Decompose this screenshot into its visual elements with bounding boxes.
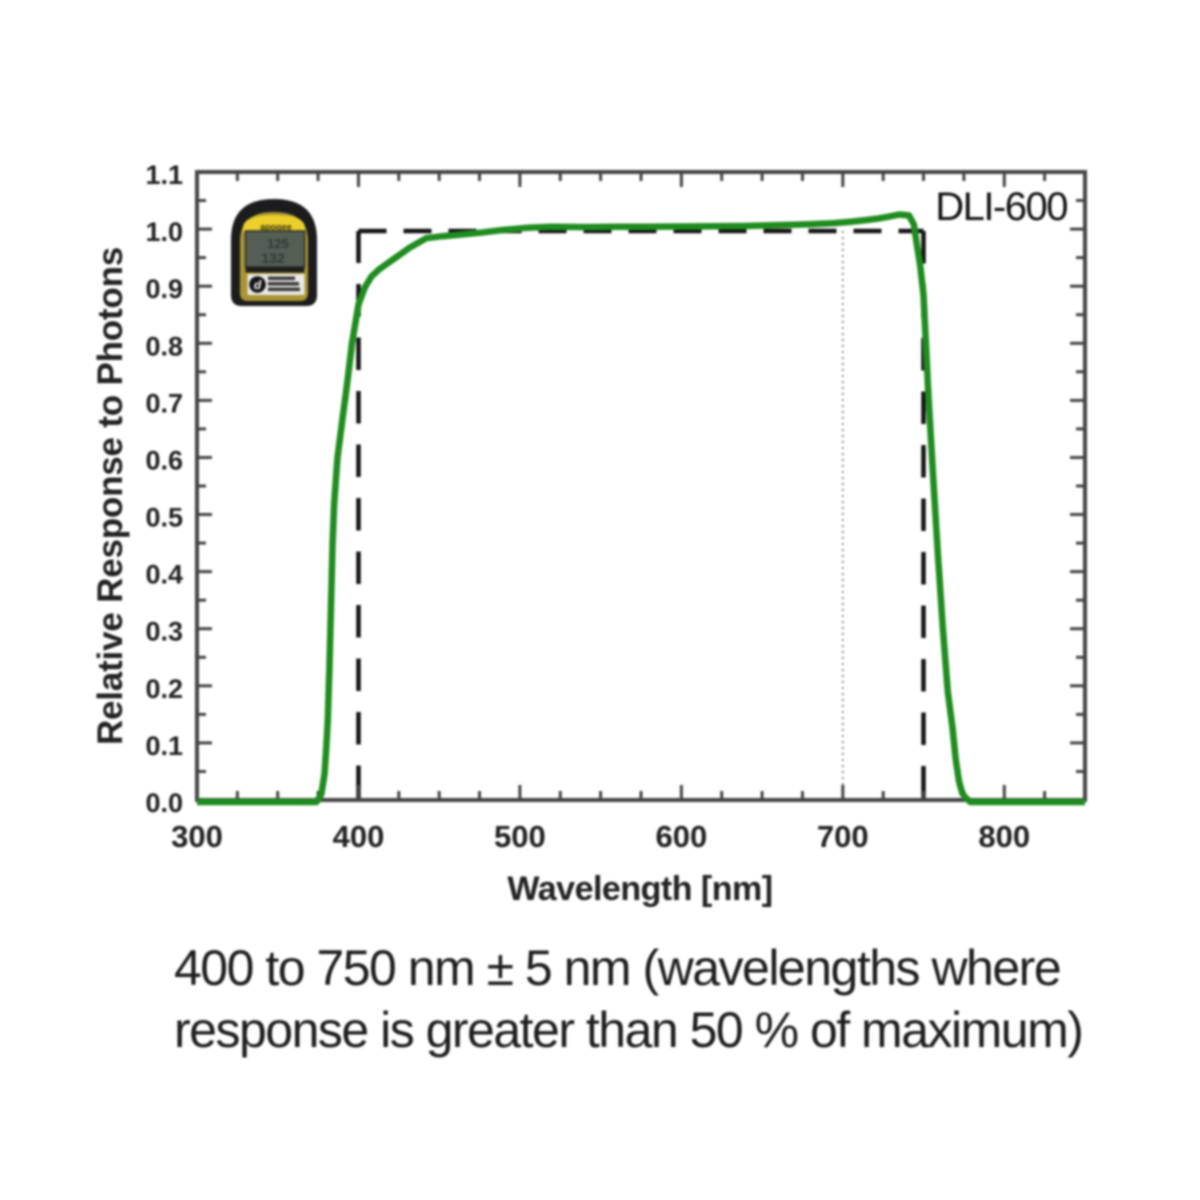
svg-text:125: 125 (267, 236, 289, 251)
svg-text:0.3: 0.3 (145, 617, 183, 647)
svg-text:0.1: 0.1 (145, 731, 183, 761)
svg-text:300: 300 (171, 819, 223, 854)
svg-text:0.2: 0.2 (145, 674, 183, 704)
svg-text:DLI-600: DLI-600 (935, 185, 1067, 229)
svg-text:0.9: 0.9 (145, 274, 183, 304)
svg-text:0.8: 0.8 (145, 331, 183, 361)
svg-text:0.6: 0.6 (145, 446, 183, 476)
svg-text:800: 800 (978, 819, 1030, 854)
svg-text:d: d (254, 278, 262, 292)
svg-text:600: 600 (656, 819, 708, 854)
svg-text:response is greater than 50 %: response is greater than 50 % of maximum… (174, 1002, 1082, 1058)
svg-text:0.5: 0.5 (145, 503, 183, 533)
svg-text:Wavelength [nm]: Wavelength [nm] (507, 870, 772, 908)
svg-text:0.0: 0.0 (145, 788, 183, 818)
svg-text:1.0: 1.0 (145, 217, 183, 247)
svg-text:400: 400 (333, 819, 385, 854)
svg-text:0.7: 0.7 (145, 388, 183, 418)
svg-text:apogee: apogee (260, 222, 292, 232)
svg-text:132: 132 (261, 250, 285, 266)
svg-text:Relative Response to Photons: Relative Response to Photons (91, 247, 130, 745)
svg-text:400 to 750 nm ± 5 nm (waveleng: 400 to 750 nm ± 5 nm (wavelengths where (174, 940, 1060, 996)
svg-text:500: 500 (494, 819, 546, 854)
svg-text:1.1: 1.1 (145, 160, 183, 190)
svg-text:0.4: 0.4 (145, 560, 183, 590)
svg-text:700: 700 (817, 819, 869, 854)
